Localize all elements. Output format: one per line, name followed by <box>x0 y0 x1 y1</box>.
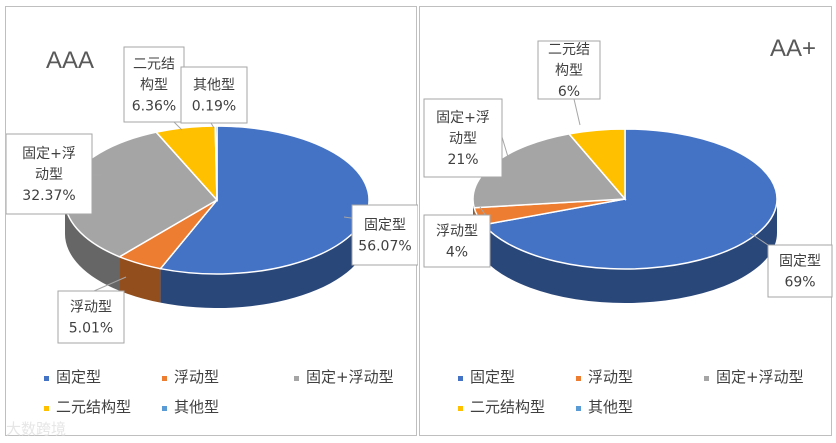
legend-label: 其他型 <box>588 398 633 416</box>
legend-swatch <box>44 376 49 381</box>
data-label-binary: 二元结构型 6.36% <box>123 46 185 123</box>
chart-panel-aaa: AAA 固定型 56.07% 浮动型 5.01% 固定+浮 动型 32.37% 二元结 构型 6.… <box>5 6 418 436</box>
data-label-box <box>351 204 418 266</box>
data-label-box <box>6 133 93 215</box>
legend-swatch <box>458 376 463 381</box>
leader-line-floating <box>93 276 127 292</box>
legend-label: 固定+浮动型 <box>716 368 804 386</box>
leader-line-fixed_plus_floating <box>501 136 509 158</box>
data-label-binary: 二元结构型 6% <box>537 40 601 100</box>
data-label-box <box>57 290 125 344</box>
data-label-text: 5.01% <box>69 321 113 337</box>
legend-item-floating: 浮动型 <box>576 368 633 386</box>
chart-panel-aa-plus: AA+ 固定型 69% 浮动型 4% 固定+浮 动型 21% 二元结 构型 6% 固定型 浮动型 固定+… <box>419 6 833 436</box>
legend-swatch <box>576 406 581 411</box>
data-label-text: 固定+浮 <box>436 110 490 126</box>
pie-slice-binary <box>567 128 626 202</box>
legend-item-floating: 浮动型 <box>162 368 219 386</box>
legend-swatch <box>162 376 167 381</box>
legend-label: 浮动型 <box>588 368 633 386</box>
data-label-box <box>767 244 833 298</box>
pie-chart-aaa: AAA 固定型56.07%浮动型5.01%固定+浮动型32.37%二元结构型6.… <box>6 46 418 416</box>
legend-label: 其他型 <box>174 398 219 416</box>
data-label-text: 69% <box>784 275 815 291</box>
data-label-text: 固定+浮 <box>22 146 76 162</box>
legend-label: 固定型 <box>56 368 101 386</box>
leader-line-fixed <box>749 232 769 246</box>
leader-line-binary <box>573 98 581 126</box>
data-label-text: 二元结 <box>548 42 590 58</box>
pie-side-fixed_plus_floating <box>65 200 120 291</box>
data-label-floating: 浮动型 5.01% <box>57 290 125 344</box>
data-label-text: 浮动型 <box>436 224 478 240</box>
legend-item-fixed: 固定型 <box>44 368 101 386</box>
data-label-text: 浮动型 <box>70 300 112 316</box>
legend-item-other: 其他型 <box>576 398 633 416</box>
data-label-box <box>537 40 601 100</box>
data-label-text: 动型 <box>35 167 63 183</box>
pie-slice-other <box>214 125 218 201</box>
legend-label: 浮动型 <box>174 368 219 386</box>
data-label-box <box>423 98 503 178</box>
leader-line-binary <box>173 121 183 131</box>
data-label-box <box>180 66 248 124</box>
data-label-text: 构型 <box>140 78 168 94</box>
data-label-text: 0.19% <box>192 99 236 115</box>
data-label-text: 21% <box>447 152 478 168</box>
data-label-fixed_plus_floating: 固定+浮动型 21% <box>423 98 503 178</box>
data-label-floating: 浮动型 4% <box>423 214 491 268</box>
data-label-text: 其他型 <box>193 78 235 94</box>
legend-item-fixed_plus_floating: 固定+浮动型 <box>704 368 804 386</box>
pie-slice-fixed <box>482 128 778 270</box>
pie-side-fixed <box>483 199 777 304</box>
chart-title: AAA <box>46 47 94 74</box>
data-label-box <box>423 214 491 268</box>
legend-swatch <box>458 406 463 411</box>
legend-swatch <box>44 406 49 411</box>
legend-label: 固定+浮动型 <box>306 368 394 386</box>
pie-side-floating <box>119 256 161 303</box>
legend-label: 固定型 <box>470 368 515 386</box>
legend-swatch <box>704 376 709 381</box>
legend-item-fixed: 固定型 <box>458 368 515 386</box>
leader-line-other <box>210 122 215 129</box>
data-label-other: 其他型 0.19% <box>180 66 248 124</box>
data-label-text: 6.36% <box>132 99 176 115</box>
legend-item-binary: 二元结构型 <box>44 398 131 416</box>
pie-slices <box>64 125 370 275</box>
data-label-text: 6% <box>558 84 580 100</box>
data-label-text: 动型 <box>449 131 477 147</box>
legend-item-fixed_plus_floating: 固定+浮动型 <box>294 368 394 386</box>
legend-swatch <box>294 376 299 381</box>
data-label-fixed: 固定型 56.07% <box>351 204 418 266</box>
legend-item-binary: 二元结构型 <box>458 398 545 416</box>
watermark: 大数跨境 <box>6 420 67 438</box>
data-label-fixed: 固定型 69% <box>767 244 833 298</box>
pie-side-fixed <box>160 200 369 308</box>
data-label-text: 56.07% <box>358 239 411 255</box>
data-label-text: 32.37% <box>22 188 75 204</box>
legend-label: 二元结构型 <box>470 398 545 416</box>
legend-swatch <box>576 376 581 381</box>
legend-item-other: 其他型 <box>162 398 219 416</box>
pie-sides <box>65 200 369 308</box>
data-label-text: 构型 <box>555 63 583 79</box>
legend-swatch <box>162 406 167 411</box>
legend-label: 二元结构型 <box>56 398 131 416</box>
data-label-text: 4% <box>446 245 468 261</box>
data-label-text: 二元结 <box>133 57 175 73</box>
data-label-box <box>123 46 185 123</box>
pie-slices <box>472 128 778 270</box>
data-label-text: 固定型 <box>779 254 821 270</box>
chart-title: AA+ <box>770 35 816 62</box>
data-label-fixed_plus_floating: 固定+浮动型 32.37% <box>6 133 93 215</box>
data-label-text: 固定型 <box>364 218 406 234</box>
